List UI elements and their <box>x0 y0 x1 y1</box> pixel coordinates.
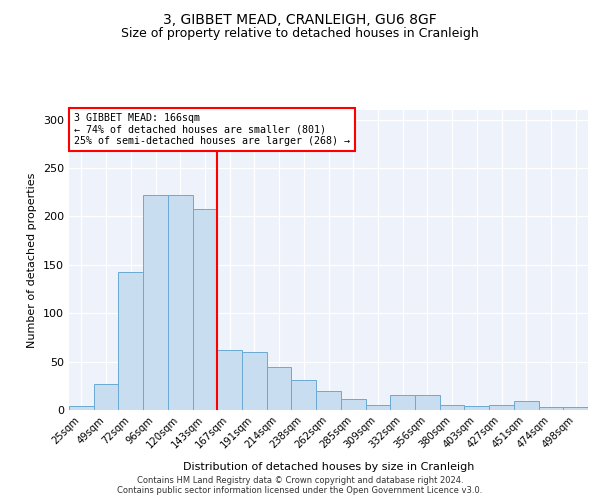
Bar <box>168 195 193 410</box>
Y-axis label: Number of detached properties: Number of detached properties <box>28 172 37 348</box>
X-axis label: Distribution of detached houses by size in Cranleigh: Distribution of detached houses by size … <box>183 462 474 471</box>
Bar <box>514 402 539 410</box>
Bar <box>267 368 292 410</box>
Bar <box>292 380 316 410</box>
Bar <box>365 405 390 410</box>
Bar <box>415 394 440 410</box>
Bar <box>563 407 588 410</box>
Bar <box>341 400 365 410</box>
Bar <box>440 405 464 410</box>
Text: Size of property relative to detached houses in Cranleigh: Size of property relative to detached ho… <box>121 28 479 40</box>
Bar <box>69 406 94 410</box>
Bar <box>242 352 267 410</box>
Bar <box>489 405 514 410</box>
Bar <box>143 195 168 410</box>
Bar <box>118 272 143 410</box>
Text: Contains HM Land Registry data © Crown copyright and database right 2024.: Contains HM Land Registry data © Crown c… <box>137 476 463 485</box>
Bar <box>94 384 118 410</box>
Bar <box>464 406 489 410</box>
Bar <box>193 208 217 410</box>
Text: Contains public sector information licensed under the Open Government Licence v3: Contains public sector information licen… <box>118 486 482 495</box>
Bar <box>390 394 415 410</box>
Text: 3 GIBBET MEAD: 166sqm
← 74% of detached houses are smaller (801)
25% of semi-det: 3 GIBBET MEAD: 166sqm ← 74% of detached … <box>74 113 350 146</box>
Text: 3, GIBBET MEAD, CRANLEIGH, GU6 8GF: 3, GIBBET MEAD, CRANLEIGH, GU6 8GF <box>163 12 437 26</box>
Bar <box>217 350 242 410</box>
Bar <box>316 390 341 410</box>
Bar <box>539 407 563 410</box>
